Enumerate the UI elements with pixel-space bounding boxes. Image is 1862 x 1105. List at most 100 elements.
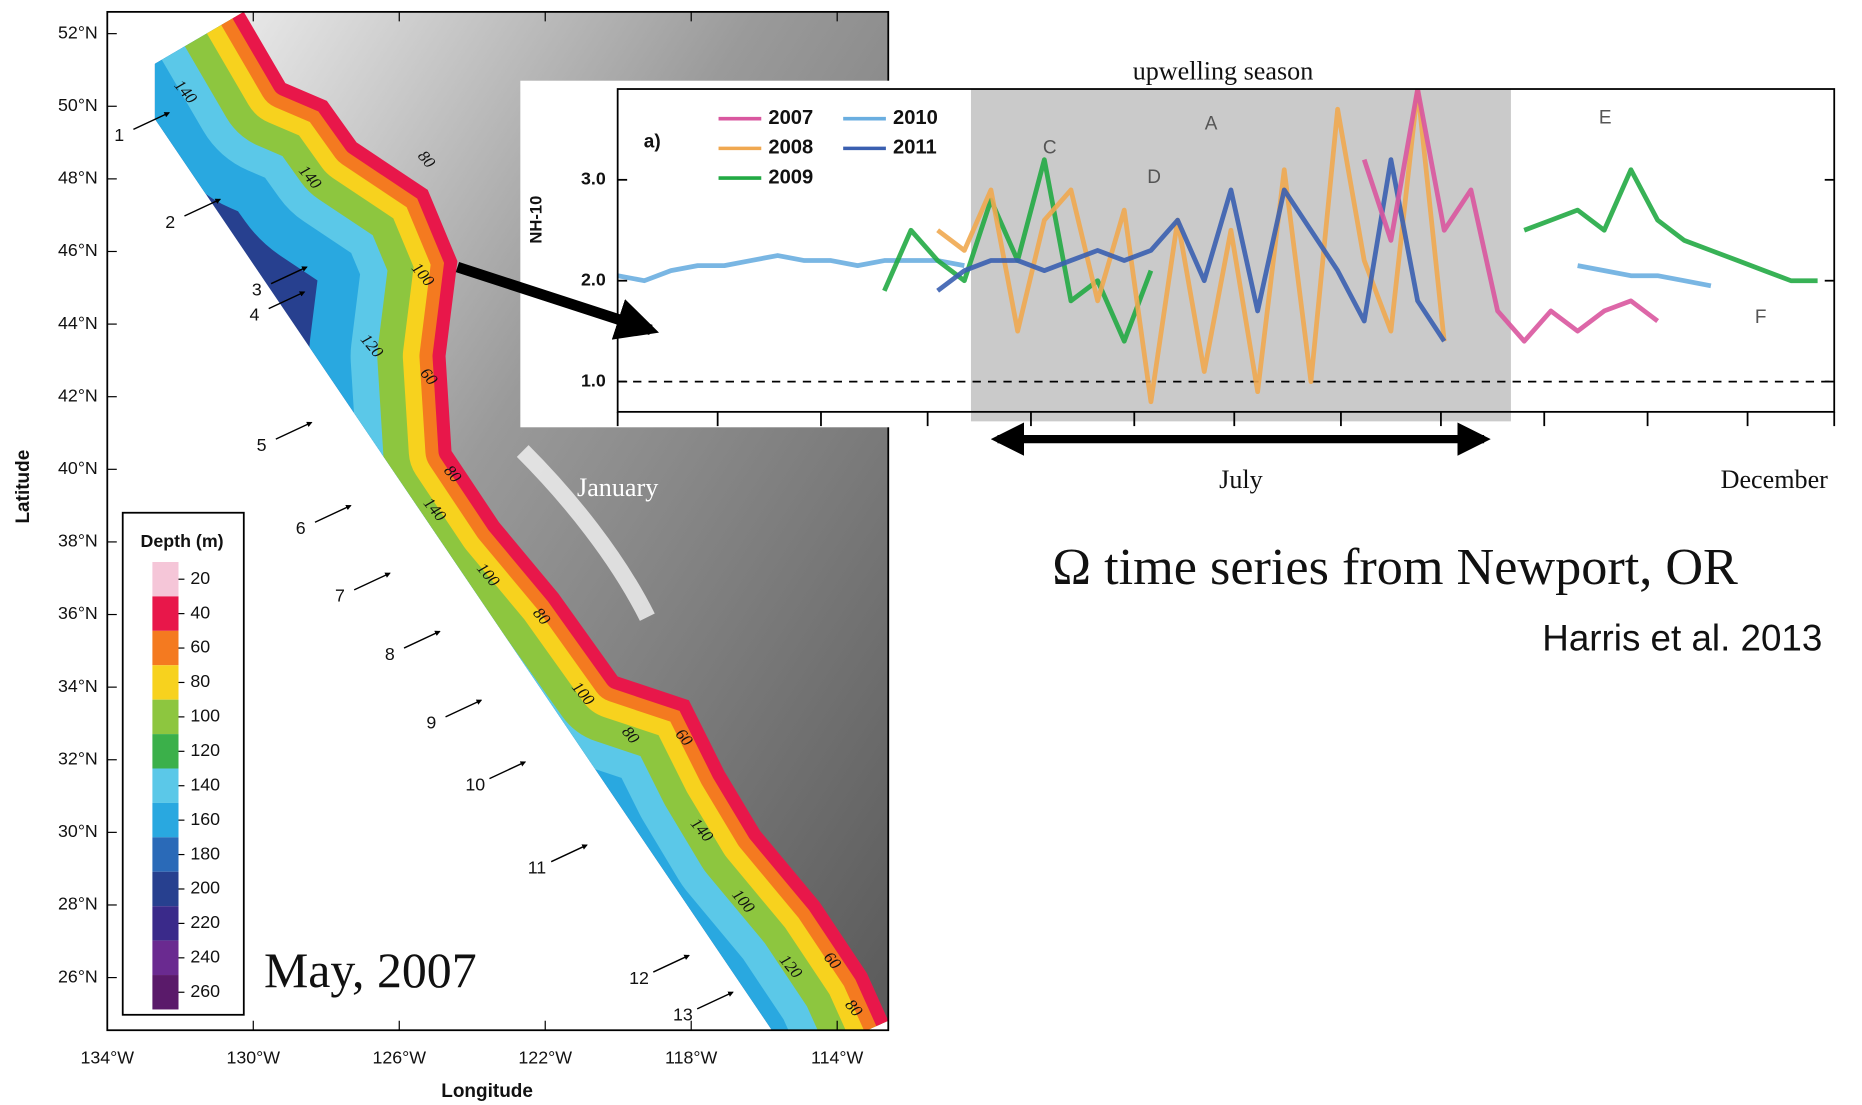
colorbar-label: 260 (190, 981, 220, 1001)
station-arrow (652, 954, 690, 973)
series-line (617, 253, 1712, 289)
y-tick-label: 28°N (58, 894, 98, 914)
colorbar-swatch (152, 596, 179, 631)
y-tick-label: 26°N (58, 966, 98, 986)
colorbar-label: 140 (190, 774, 220, 794)
colorbar-label: 220 (190, 912, 220, 932)
colorbar-swatch (152, 802, 179, 838)
station-label: 12 (629, 968, 649, 988)
station-label: 7 (335, 586, 345, 606)
station-label: 5 (257, 435, 267, 455)
plot-frame (616, 88, 1836, 413)
annotation: A (1205, 114, 1218, 135)
station-arrow (314, 504, 352, 523)
y-axis-label: Latitude (13, 450, 34, 524)
x-tick-label: 118°W (665, 1047, 717, 1067)
colorbar-swatch (152, 699, 179, 735)
y-tick-label: 50°N (58, 95, 98, 115)
colorbar-swatch (152, 768, 179, 803)
legend-label: 2008 (768, 137, 813, 159)
legend-label: 2009 (768, 166, 813, 188)
legend-label: 2010 (893, 107, 938, 129)
y-tick-label: 48°N (58, 168, 98, 188)
colorbar-swatch (152, 975, 179, 1010)
colorbar-label: 240 (190, 947, 220, 967)
colorbar-label: 120 (190, 740, 220, 760)
citation: Harris et al. 2013 (1542, 618, 1822, 659)
x-axis-label: Longitude (441, 1081, 533, 1102)
station-arrow (268, 291, 306, 310)
y-tick-label: 38°N (58, 531, 98, 551)
station-label: 1 (114, 125, 124, 145)
panel-label: a) (644, 131, 661, 152)
heading: Ω time series from Newport, OR (1052, 538, 1738, 596)
colorbar-label: 40 (190, 602, 210, 622)
y-tick-label: 3.0 (581, 169, 606, 189)
colorbar-label: 200 (190, 878, 220, 898)
colorbar-swatch (152, 871, 179, 907)
station-label: 10 (465, 774, 485, 794)
station-label: 8 (385, 644, 395, 664)
annotation: D (1147, 167, 1161, 188)
station-arrow (275, 421, 313, 440)
station-arrow (270, 266, 308, 285)
y-tick-label: 44°N (58, 313, 98, 333)
valley (516, 445, 655, 621)
map-frame (106, 10, 890, 1032)
station-label: 6 (296, 518, 306, 538)
annotation: E (1599, 108, 1612, 129)
series-line (936, 157, 1447, 343)
colorbar-swatch (152, 665, 179, 700)
station-arrow (696, 991, 734, 1010)
station-label: 3 (252, 279, 262, 299)
station-arrow (489, 761, 527, 780)
caption: May, 2007 (264, 943, 477, 998)
y-tick-label: 34°N (58, 676, 98, 696)
station-label: 9 (426, 713, 436, 733)
y-tick-label: 1.0 (581, 370, 606, 390)
colorbar-swatch (152, 734, 179, 769)
time-series: upwelling season 1.0 2.0 3.0 July December NH-… (526, 57, 1836, 494)
y-axis-label: NH-10 (526, 196, 545, 244)
station-label: 11 (528, 858, 547, 878)
colorbar-label: 100 (190, 706, 220, 726)
y-tick-label: 40°N (58, 458, 98, 478)
y-tick-label: 2.0 (581, 269, 606, 289)
colorbar-label: 60 (190, 637, 210, 657)
colorbar-label: 80 (190, 671, 210, 691)
x-tick-label: 130°W (226, 1047, 280, 1067)
colorbar-swatch (152, 940, 179, 976)
x-tick-label: 114°W (811, 1047, 863, 1067)
chart-title: upwelling season (1133, 57, 1314, 86)
place-label: January (577, 473, 658, 502)
annotation: F (1755, 307, 1767, 328)
station-label: 4 (250, 304, 260, 324)
colorbar-swatch (152, 630, 179, 666)
colorbar-title: Depth (m) (141, 531, 224, 551)
station-arrow (403, 630, 441, 649)
pointer-arrow (455, 261, 660, 340)
x-tick-label: 134°W (80, 1047, 134, 1067)
colorbar-label: 160 (190, 809, 220, 829)
y-tick-label: 36°N (58, 603, 98, 623)
x-tick-label: December (1721, 465, 1829, 494)
colorbar-label: 20 (190, 568, 210, 588)
x-tick-label: July (1219, 465, 1263, 494)
y-tick-label: 30°N (58, 821, 98, 841)
x-tick-label: 126°W (372, 1047, 426, 1067)
legend-label: 2011 (893, 137, 937, 159)
station-label: 13 (673, 1005, 693, 1025)
x-tick-label: 122°W (518, 1047, 572, 1067)
colorbar-swatch (152, 561, 179, 597)
station-arrow (133, 112, 171, 131)
colorbar-label: 180 (190, 843, 220, 863)
y-tick-label: 32°N (58, 748, 98, 768)
colorbar-box (121, 511, 245, 1016)
station-arrow (184, 198, 222, 217)
station-label: 2 (165, 212, 175, 232)
y-tick-label: 46°N (58, 240, 98, 260)
station-arrow (445, 699, 483, 718)
colorbar-swatch (152, 906, 179, 941)
